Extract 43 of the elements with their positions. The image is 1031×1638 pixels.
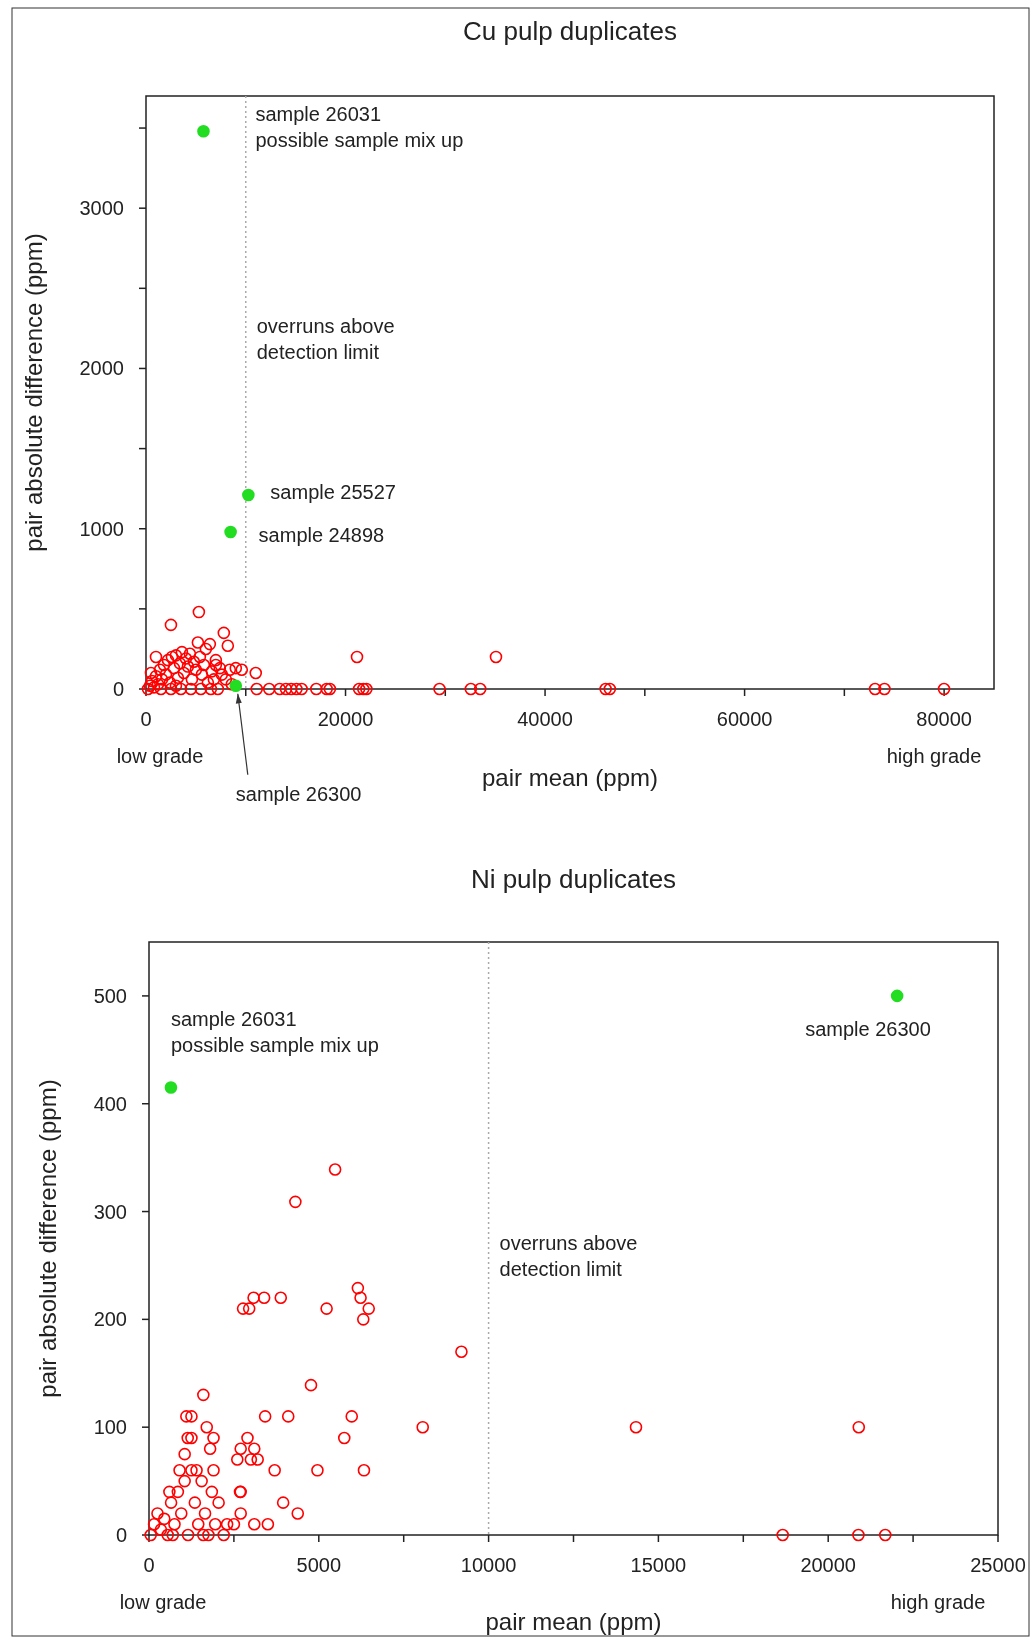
- annotation: sample 26031 possible sample mix up: [170, 1007, 379, 1056]
- y-tick-label: 0: [115, 1524, 127, 1546]
- x-tick-label: 0: [143, 1554, 155, 1576]
- y-axis-title: pair absolute difference (ppm): [20, 233, 47, 552]
- point: [224, 525, 237, 539]
- y-tick-label: 300: [93, 1200, 127, 1223]
- y-tick-label: 400: [93, 1092, 127, 1115]
- y-tick-label: 100: [93, 1416, 127, 1439]
- x-tick-label: 5000: [296, 1554, 342, 1576]
- annotation: sample 25527: [270, 481, 397, 504]
- text: low grade: [119, 1591, 207, 1613]
- text: high grade: [890, 1591, 986, 1613]
- y-tick-label: 3000: [79, 197, 124, 220]
- x-axis-title: pair mean (ppm): [485, 1608, 662, 1635]
- x-tick-label: 25000: [970, 1554, 1026, 1576]
- chart-title: Cu pulp duplicates: [463, 16, 677, 46]
- text: high grade: [886, 745, 982, 767]
- ref-line-label: overruns above detection limit: [499, 1232, 638, 1281]
- x-tick-label: 20000: [800, 1554, 857, 1576]
- y-tick-label: 1000: [79, 517, 124, 540]
- x-tick-label: 40000: [517, 708, 573, 730]
- text: low grade: [116, 745, 204, 767]
- x-tick-label: 60000: [716, 708, 773, 730]
- y-axis-title: pair absolute difference (ppm): [34, 1079, 61, 1398]
- ref-line-label: overruns above detection limit: [256, 315, 395, 364]
- x-tick-label: 15000: [630, 1554, 687, 1576]
- annotation: sample 26300: [235, 782, 362, 805]
- y-tick-label: 2000: [79, 357, 124, 380]
- x-axis-title: pair mean (ppm): [481, 764, 659, 791]
- chart-title: Ni pulp duplicates: [470, 864, 677, 894]
- point: [197, 124, 210, 138]
- y-tick-label: 200: [93, 1308, 127, 1331]
- annotation: sample 26300: [805, 1017, 931, 1040]
- x-tick-label: 0: [140, 708, 152, 730]
- y-tick-label: 500: [93, 984, 127, 1007]
- y-tick-label: 0: [112, 678, 124, 700]
- annotation: sample 24898: [258, 523, 385, 546]
- x-tick-label: 10000: [460, 1554, 517, 1576]
- point: [229, 679, 243, 693]
- x-tick-label: 20000: [317, 708, 374, 730]
- annotation: sample 26031 possible sample mix up: [255, 103, 464, 152]
- x-tick-label: 80000: [916, 708, 972, 730]
- point: [242, 488, 255, 502]
